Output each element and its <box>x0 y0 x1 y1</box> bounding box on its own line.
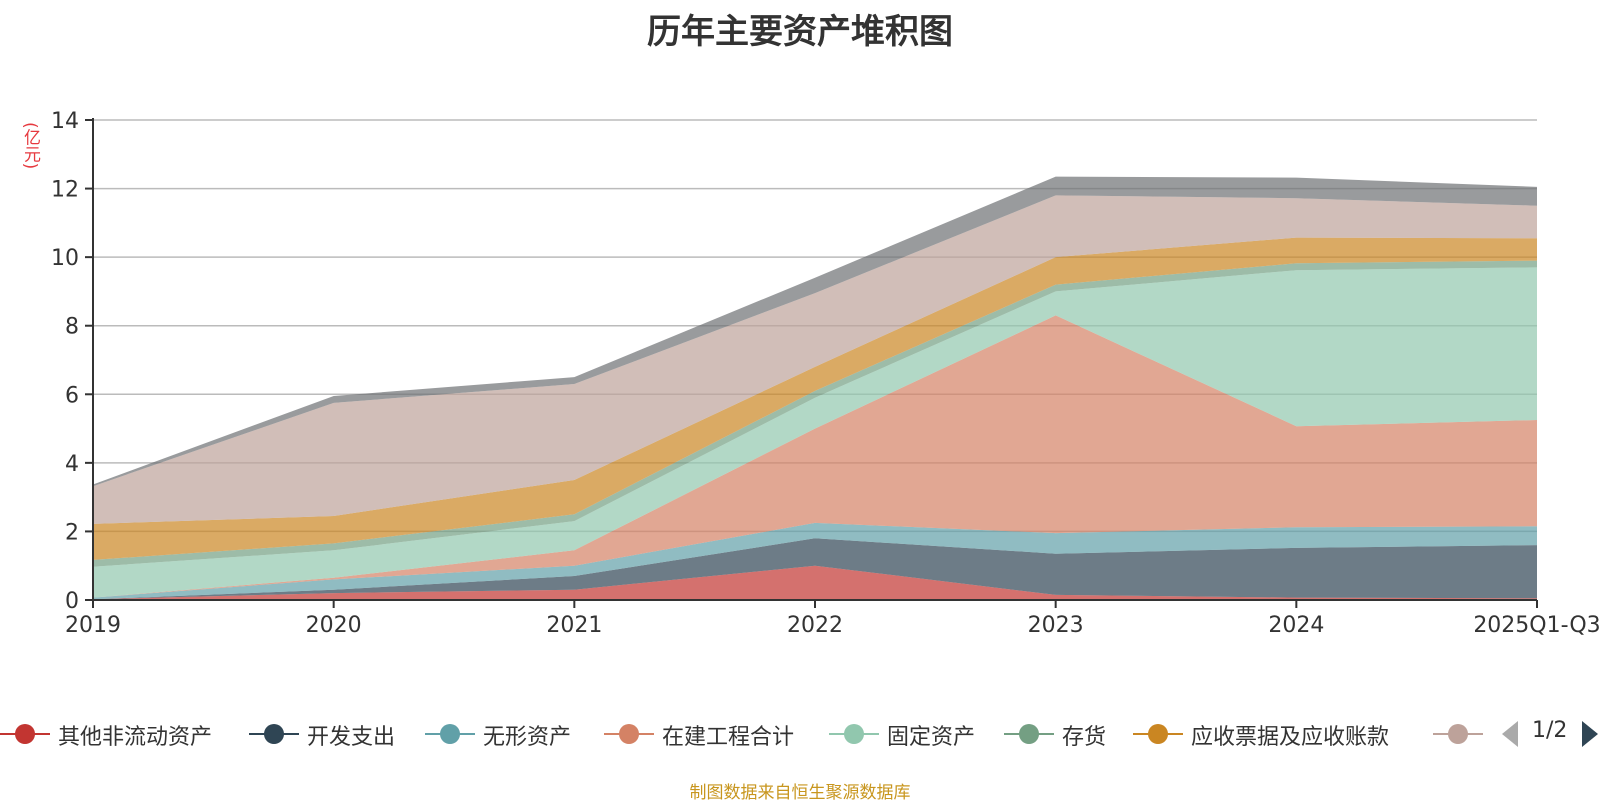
y-tick-label-7: 14 <box>51 109 79 134</box>
legend-symbol-icon <box>249 724 299 744</box>
y-tick-label-0: 0 <box>65 589 79 614</box>
x-tick-label-6: 2025Q1-Q3 <box>1473 613 1600 638</box>
legend-symbol-icon <box>0 724 50 744</box>
y-tick-label-4: 8 <box>65 315 79 340</box>
legend-label: 其他非流动资产 <box>58 725 213 750</box>
legend-label: 无形资产 <box>483 725 572 750</box>
legend-symbol-icon <box>604 724 654 744</box>
axes: 0 2 4 6 8 10 12 14 2019 2020 2021 2022 2023 2024 2025Q… <box>51 109 1600 638</box>
x-tick-label-2: 2021 <box>546 613 602 638</box>
legend-symbol-icon <box>1433 724 1483 744</box>
area-series-3[interactable] <box>93 315 1537 598</box>
x-tick-label-0: 2019 <box>65 613 121 638</box>
y-tick-label-1: 2 <box>65 520 79 545</box>
x-tick-label-3: 2022 <box>787 613 843 638</box>
legend-pager: 1/2 <box>1498 713 1600 753</box>
y-axis-unit-label: (亿元) <box>20 122 40 170</box>
area-series <box>93 176 1537 600</box>
legend-next-page-icon[interactable] <box>1578 719 1600 749</box>
data-source-note: 制图数据来自恒生聚源数据库 <box>689 783 911 803</box>
legend-label: 开发支出 <box>307 725 396 750</box>
legend-symbol-icon <box>1133 724 1183 744</box>
area-series-6[interactable] <box>93 237 1537 560</box>
legend-symbol-icon <box>829 724 879 744</box>
legend: 其他非流动资产 开发支出 无形资产 在建工程合计 固定资产 存货 应收票据及应收账款 1/2 <box>0 713 1600 753</box>
chart-plot: 0 2 4 6 8 10 12 14 2019 2020 2021 2022 2023 2024 2025Q… <box>51 109 1600 638</box>
x-tick-label-5: 2024 <box>1268 613 1324 638</box>
legend-label: 在建工程合计 <box>662 725 795 750</box>
y-tick-label-5: 10 <box>51 246 79 271</box>
legend-symbol-icon <box>425 724 475 744</box>
legend-label: 固定资产 <box>887 725 976 750</box>
legend-symbol-icon <box>1004 724 1054 744</box>
area-series-4[interactable] <box>93 267 1537 598</box>
y-tick-label-6: 12 <box>51 178 79 203</box>
legend-prev-page-icon[interactable] <box>1498 719 1522 749</box>
x-tick-label-4: 2023 <box>1028 613 1084 638</box>
x-tick-label-1: 2020 <box>306 613 362 638</box>
chart-title: 历年主要资产堆积图 <box>647 12 953 52</box>
area-series-7[interactable] <box>93 195 1537 524</box>
area-series-2[interactable] <box>93 522 1537 600</box>
y-tick-label-2: 4 <box>65 452 79 477</box>
legend-label: 应收票据及应收账款 <box>1191 725 1390 750</box>
area-series-1[interactable] <box>93 538 1537 600</box>
area-series-0[interactable] <box>93 565 1537 600</box>
legend-label: 存货 <box>1062 725 1107 750</box>
legend-page-indicator: 1/2 <box>1532 718 1568 743</box>
y-tick-label-3: 6 <box>65 383 79 408</box>
